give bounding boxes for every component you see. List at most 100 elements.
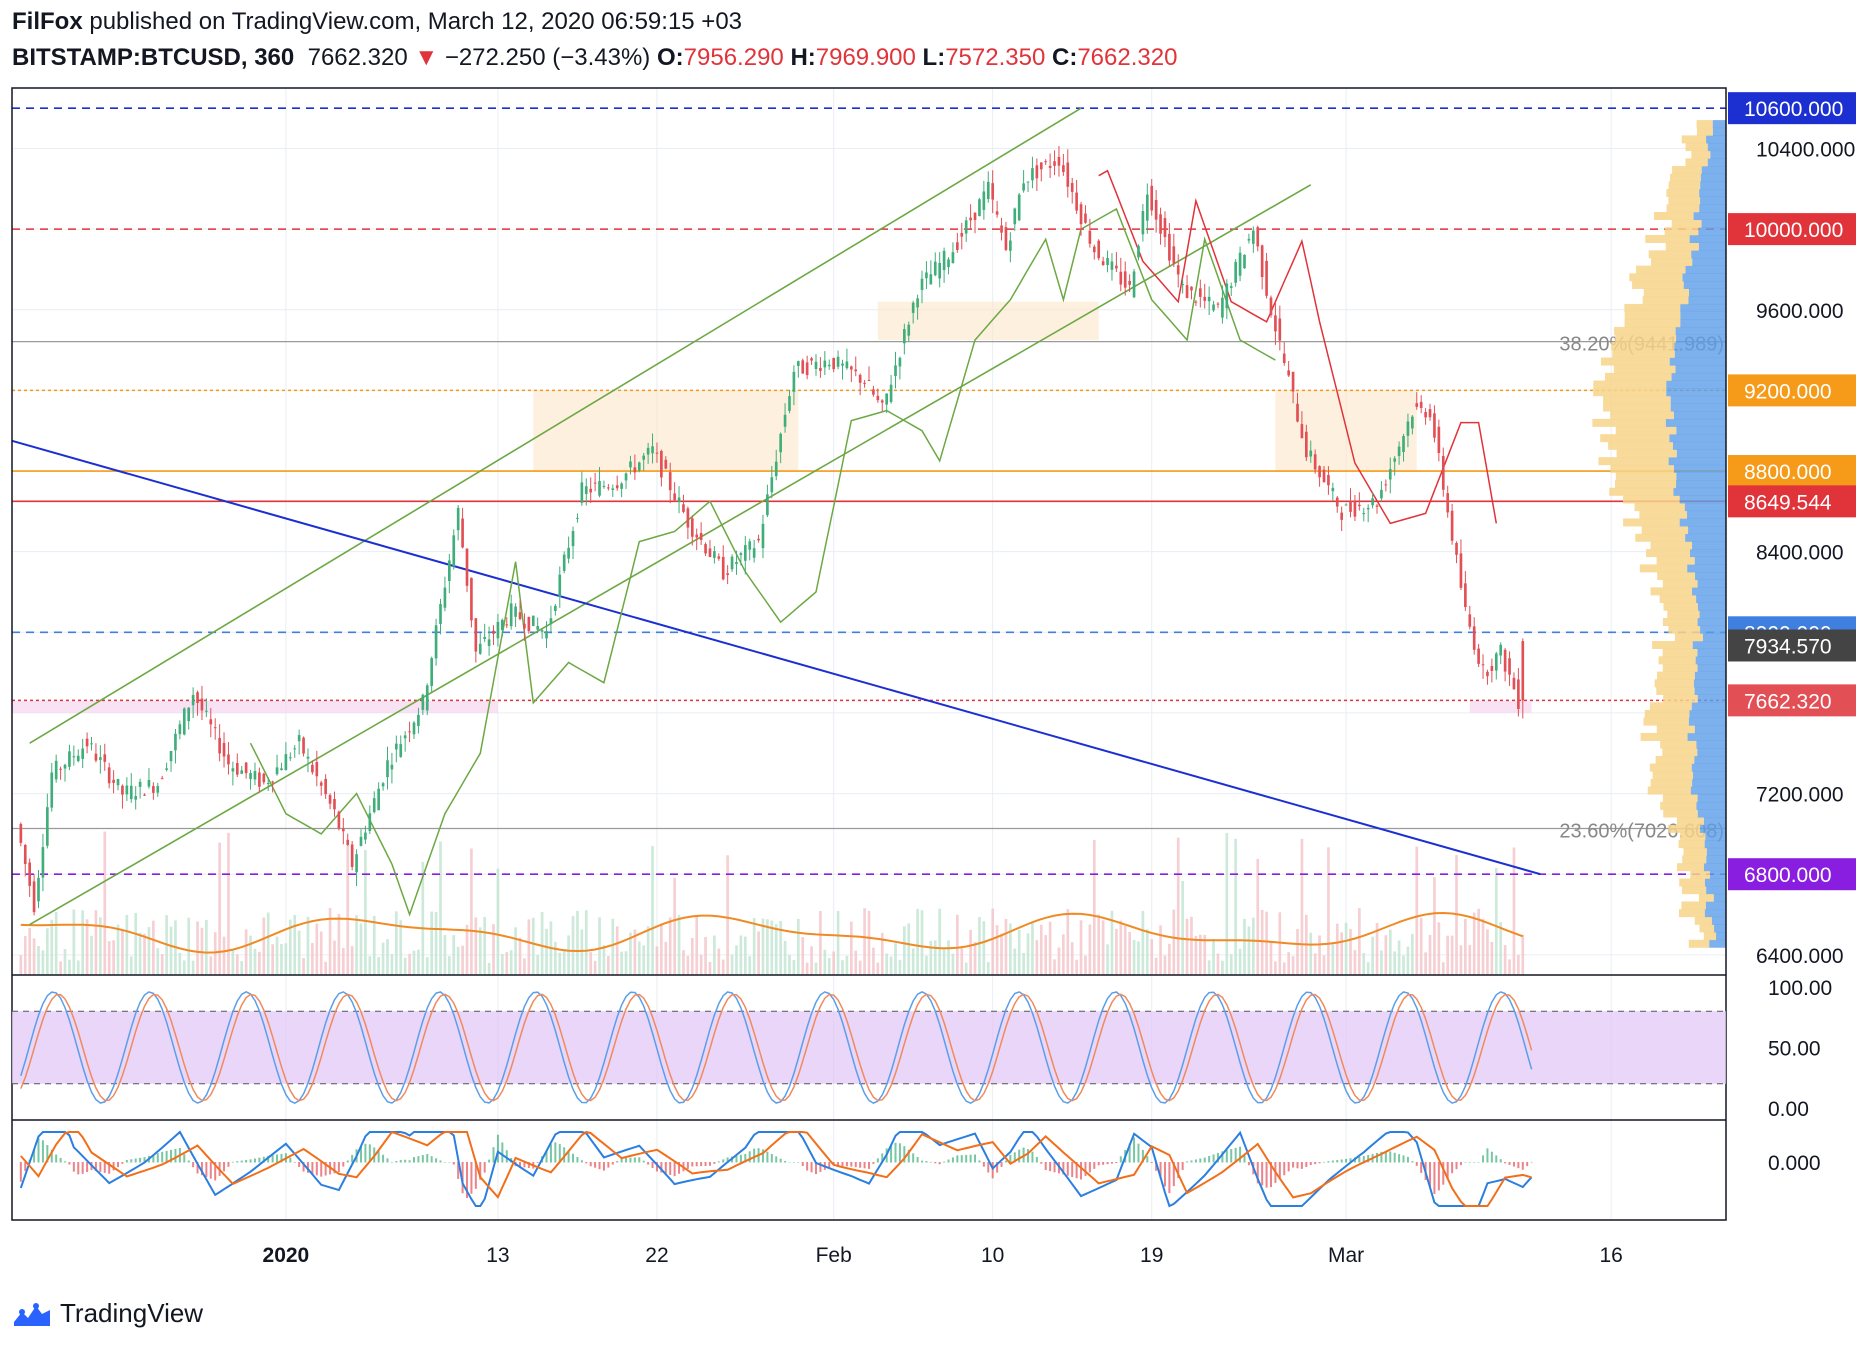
price-axis-label[interactable]: 7200.000 — [1756, 784, 1844, 807]
candle-body[interactable] — [726, 573, 729, 576]
candle-body[interactable] — [664, 459, 668, 469]
candle-body[interactable] — [191, 695, 195, 706]
candle-body[interactable] — [85, 738, 89, 747]
candle-body[interactable] — [823, 360, 827, 368]
candle-body[interactable] — [1521, 641, 1525, 701]
candle-body[interactable] — [1154, 200, 1158, 220]
candle-body[interactable] — [169, 751, 173, 762]
candle-body[interactable] — [646, 447, 650, 455]
candle-body[interactable] — [841, 363, 844, 366]
candle-body[interactable] — [942, 250, 946, 271]
candle-body[interactable] — [620, 483, 623, 489]
candle-body[interactable] — [615, 485, 619, 489]
candle-body[interactable] — [346, 839, 350, 845]
candle-body[interactable] — [973, 212, 977, 220]
candle-body[interactable] — [1499, 644, 1503, 656]
candle-body[interactable] — [1101, 261, 1105, 265]
candle-body[interactable] — [412, 722, 416, 735]
candle-body[interactable] — [1388, 469, 1392, 480]
candle-body[interactable] — [960, 233, 964, 237]
candle-body[interactable] — [699, 533, 703, 541]
candle-body[interactable] — [1004, 227, 1008, 250]
candle-body[interactable] — [1190, 286, 1193, 291]
candle-body[interactable] — [576, 517, 579, 519]
candle-body[interactable] — [642, 455, 646, 460]
candle-body[interactable] — [1441, 456, 1445, 490]
candle-body[interactable] — [501, 619, 504, 631]
candle-body[interactable] — [1009, 240, 1012, 251]
candle-body[interactable] — [315, 762, 319, 777]
candle-body[interactable] — [1415, 403, 1419, 407]
candle-body[interactable] — [845, 361, 849, 369]
candle-body[interactable] — [417, 714, 420, 727]
candle-body[interactable] — [1397, 446, 1401, 457]
candle-body[interactable] — [1106, 257, 1109, 266]
candle-body[interactable] — [377, 788, 380, 811]
candle-body[interactable] — [359, 836, 363, 846]
candle-body[interactable] — [461, 518, 464, 548]
author[interactable]: FilFox — [12, 8, 83, 35]
candle-body[interactable] — [421, 694, 425, 710]
candle-body[interactable] — [872, 389, 875, 395]
candle-body[interactable] — [629, 461, 632, 468]
candle-body[interactable] — [333, 798, 336, 810]
candle-body[interactable] — [496, 621, 500, 639]
candle-body[interactable] — [686, 508, 690, 528]
candle-body[interactable] — [655, 452, 659, 454]
candle-body[interactable] — [72, 756, 76, 758]
candle-body[interactable] — [721, 556, 725, 580]
candle-body[interactable] — [1450, 510, 1454, 541]
candle-body[interactable] — [863, 382, 866, 384]
candle-body[interactable] — [1468, 614, 1472, 627]
time-axis-label[interactable]: 2020 — [263, 1244, 310, 1267]
candle-body[interactable] — [1247, 238, 1251, 241]
candle-body[interactable] — [1044, 161, 1048, 163]
candle-body[interactable] — [819, 367, 822, 371]
candle-body[interactable] — [231, 768, 235, 772]
candle-body[interactable] — [1291, 371, 1295, 392]
candle-body[interactable] — [536, 626, 540, 630]
candle-body[interactable] — [1066, 162, 1070, 187]
candle-body[interactable] — [1300, 424, 1304, 439]
time-axis-label[interactable]: Mar — [1328, 1244, 1364, 1267]
candle-body[interactable] — [947, 259, 950, 268]
candle-body[interactable] — [293, 748, 297, 750]
candle-body[interactable] — [1000, 225, 1003, 233]
candle-body[interactable] — [1031, 168, 1034, 181]
candle-body[interactable] — [1039, 162, 1043, 170]
candle-body[interactable] — [1335, 497, 1339, 507]
candle-body[interactable] — [836, 356, 840, 367]
candle-body[interactable] — [1406, 421, 1410, 436]
candle-body[interactable] — [1084, 213, 1087, 223]
candle-body[interactable] — [1022, 183, 1025, 191]
candle-body[interactable] — [1026, 181, 1030, 183]
candle-body[interactable] — [774, 461, 778, 477]
candle-body[interactable] — [1349, 501, 1352, 512]
candle-body[interactable] — [235, 762, 239, 775]
price-axis-label[interactable]: 8400.000 — [1756, 542, 1844, 565]
candle-body[interactable] — [704, 544, 707, 554]
candle-body[interactable] — [443, 587, 447, 608]
candle-body[interactable] — [125, 785, 129, 795]
candle-body[interactable] — [805, 362, 809, 376]
candle-body[interactable] — [68, 751, 71, 767]
candle-body[interactable] — [271, 781, 274, 783]
candle-body[interactable] — [1070, 182, 1074, 192]
candle-body[interactable] — [1472, 626, 1476, 650]
candle-body[interactable] — [889, 384, 893, 403]
candle-body[interactable] — [624, 473, 628, 481]
candle-body[interactable] — [549, 618, 553, 625]
candle-body[interactable] — [540, 630, 544, 632]
candle-body[interactable] — [487, 639, 491, 646]
candle-body[interactable] — [81, 748, 85, 759]
candle-body[interactable] — [28, 862, 31, 886]
candle-body[interactable] — [1428, 409, 1432, 418]
candle-body[interactable] — [1128, 280, 1131, 285]
candle-body[interactable] — [854, 369, 858, 372]
candle-body[interactable] — [929, 274, 933, 285]
candle-body[interactable] — [59, 768, 62, 770]
candle-body[interactable] — [978, 199, 981, 217]
candle-body[interactable] — [584, 486, 588, 494]
symbol[interactable]: BITSTAMP:BTCUSD, 360 — [12, 44, 295, 71]
candle-body[interactable] — [562, 554, 566, 571]
